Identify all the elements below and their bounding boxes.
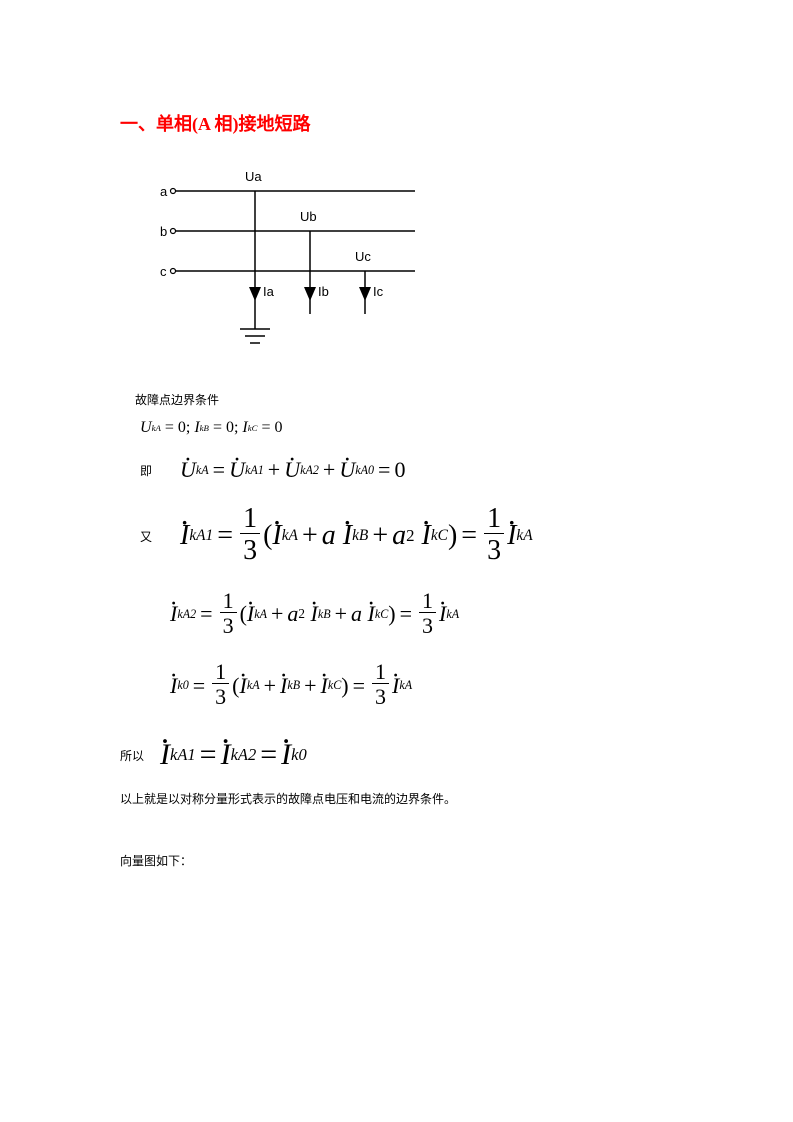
ib-label: Ib — [318, 284, 329, 299]
phase-c-label: c — [160, 264, 167, 279]
ia-label: Ia — [263, 284, 275, 299]
equation-1: UkA = 0; IkB = 0; IkC = 0 — [140, 419, 693, 437]
circuit-diagram: a Ua b Ub c Uc Ia Ib Ic — [135, 161, 693, 366]
equation-6: 所以 IkA1 = IkA2 = Ik0 — [120, 738, 693, 772]
phase-b-label: b — [160, 224, 167, 239]
equation-3: 又 IkA1 = 13 ( IkA + a IkB + a2 IkC ) = 1… — [140, 505, 693, 568]
diagram-svg: a Ua b Ub c Uc Ia Ib Ic — [135, 161, 435, 361]
equation-4: IkA2 = 13 ( IkA + a2 IkB + a IkC ) = 13 … — [170, 590, 693, 639]
section-heading: 一、单相(A 相)接地短路 — [120, 110, 693, 136]
phase-a-label: a — [160, 184, 168, 199]
boundary-condition-label: 故障点边界条件 — [135, 391, 693, 409]
ub-label: Ub — [300, 209, 317, 224]
equation-5: Ik0 = 13 ( IkA + IkB + IkC ) = 13 IkA — [170, 661, 693, 710]
uc-label: Uc — [355, 249, 371, 264]
vector-diagram-label: 向量图如下： — [120, 852, 693, 869]
ua-label: Ua — [245, 169, 262, 184]
footer-text: 以上就是以对称分量形式表示的故障点电压和电流的边界条件。 — [120, 790, 693, 807]
ic-label: Ic — [373, 284, 384, 299]
equation-2: 即 UkA = UkA1 + UkA2 + UkA0 = 0 — [140, 457, 693, 483]
